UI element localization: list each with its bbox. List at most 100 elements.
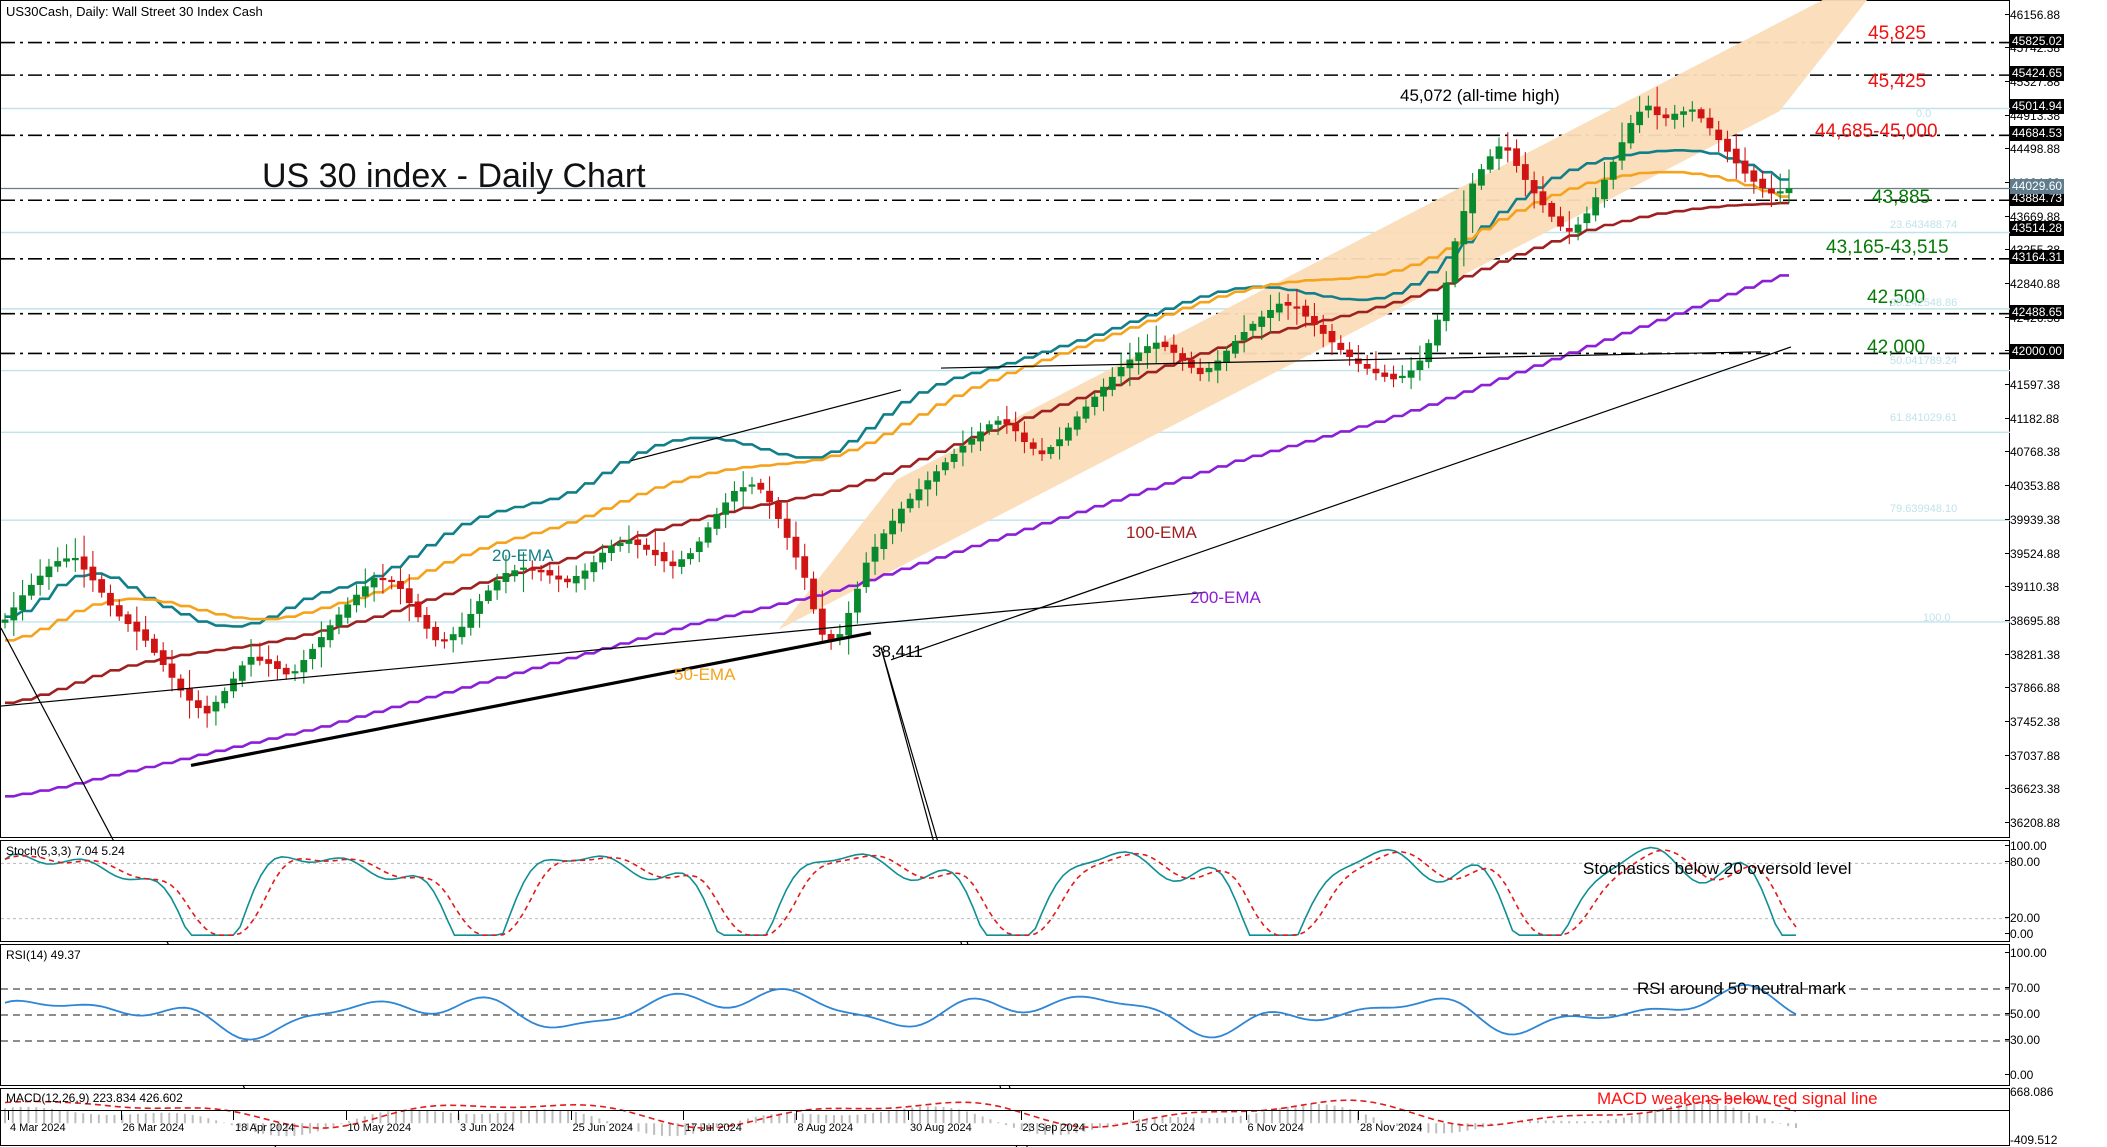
date-axis-tick: [120, 1110, 122, 1120]
price-level-badge[interactable]: 42000.00: [2010, 344, 2065, 359]
price-level-badge[interactable]: 45825.02: [2010, 33, 2065, 49]
date-axis-line: [0, 1110, 2010, 1111]
date-axis-label: 23 Sep 2024: [1022, 1122, 1085, 1134]
swing-low-annotation: 38,411: [872, 642, 923, 661]
price-axis-tick: 44498.88: [2004, 142, 2061, 157]
date-axis-tick: [795, 1110, 797, 1120]
resistance-level-1: 45,825: [1868, 23, 1927, 44]
ema50-label: 50-EMA: [674, 665, 736, 684]
date-axis-tick: [1245, 1110, 1247, 1120]
macd-axis-tick: -409.512: [2010, 1133, 2058, 1147]
price-level-badge[interactable]: 42488.65: [2010, 304, 2065, 320]
fib-label-1: 23.643488.74: [1890, 219, 1958, 231]
date-axis-tick: [683, 1110, 684, 1120]
price-axis[interactable]: 46156.88 45742.38 45327.88 44913.38 44498.88…: [2004, 0, 2107, 838]
resistance-level-3: 44,685-45,000: [1815, 121, 1938, 142]
date-axis-label: 30 Aug 2024: [910, 1122, 972, 1134]
price-axis-tick: 40768.38: [2004, 445, 2061, 460]
fib-label-0: 0.0: [1916, 108, 1932, 120]
stochastics-axis-tick: 0.00: [2004, 927, 2034, 941]
date-axis-label: 10 May 2024: [347, 1122, 412, 1134]
price-level-badge[interactable]: 44684.53: [2010, 126, 2065, 141]
macd-label: MACD(12,26,9) 223.834 426.602: [6, 1091, 183, 1105]
ema200-label: 200-EMA: [1190, 588, 1261, 607]
date-axis-tick: [1358, 1110, 1359, 1120]
macd-axis-tick: 668.086: [2010, 1085, 2054, 1099]
date-axis-label: 17 Jul 2024: [685, 1122, 742, 1134]
rsi-axis-tick: 50.00: [2004, 1007, 2041, 1021]
stochastics-annotation: Stochastics below 20 oversold level: [1583, 859, 1852, 878]
date-axis-label: 15 Oct 2024: [1135, 1122, 1195, 1134]
price-axis-tick: 38695.88: [2004, 613, 2061, 628]
price-axis-tick: 40353.88: [2004, 479, 2061, 494]
price-axis-tick: 36208.88: [2004, 815, 2061, 830]
price-level-badge[interactable]: 43514.28: [2010, 221, 2065, 236]
date-axis-label: 6 Nov 2024: [1247, 1122, 1304, 1134]
price-axis-tick: 37866.88: [2004, 681, 2061, 696]
macd-canvas: [4, 1097, 1797, 1137]
rsi-annotation: RSI around 50 neutral mark: [1637, 979, 1846, 998]
price-axis-tick: 46156.88: [2004, 7, 2061, 22]
rsi-axis-tick: 0.00: [2004, 1068, 2034, 1082]
price-axis-tick: 37452.38: [2004, 714, 2061, 729]
price-axis-tick: 43669.88: [2004, 209, 2061, 224]
date-axis-tick: [1020, 1110, 1022, 1120]
all-time-high-annotation: 45,072 (all-time high): [1400, 86, 1560, 105]
price-axis-tick: 41182.88: [2004, 411, 2060, 426]
rsi-axis-tick: 70.00: [2004, 981, 2041, 995]
rsi-axis-tick: 100.00: [2005, 946, 2047, 960]
macd-annotation: MACD weakens below red signal line: [1597, 1089, 1878, 1108]
ema20-label: 20-EMA: [492, 546, 554, 565]
date-axis-label: 25 Jun 2024: [572, 1122, 634, 1134]
resistance-level-2: 45,425: [1868, 71, 1927, 92]
price-axis-tick: 41597.38: [2004, 378, 2061, 393]
price-axis-tick: 42840.88: [2004, 277, 2061, 292]
date-axis-tick: [908, 1110, 909, 1120]
price-axis-tick: 37037.88: [2004, 748, 2061, 763]
rsi-label: RSI(14) 49.37: [6, 948, 81, 962]
date-axis-tick: [8, 1110, 9, 1120]
stochastics-axis: 100.00 80.00 20.00 0.00: [2004, 839, 2107, 942]
price-axis-tick: 39110.38: [2004, 580, 2060, 595]
rsi-panel[interactable]: [0, 944, 2010, 1086]
date-axis-tick: [233, 1110, 234, 1120]
fib-label-2: 38.242548.86: [1890, 297, 1958, 309]
stochastics-canvas: [1, 846, 2010, 936]
stochastics-panel[interactable]: [0, 840, 2010, 942]
price-level-badge[interactable]: 45014.94: [2010, 99, 2065, 114]
date-axis-tick: [458, 1110, 459, 1120]
stochastics-axis-tick: 80.00: [2004, 855, 2041, 870]
price-axis-tick: 39939.38: [2004, 512, 2061, 527]
rsi-axis: 100.00 70.00 50.00 30.00 0.00: [2004, 944, 2107, 1086]
date-axis-label: 4 Mar 2024: [10, 1122, 66, 1134]
date-axis-label: 28 Nov 2024: [1360, 1122, 1423, 1134]
fib-label-3: 50.041789.24: [1890, 355, 1958, 367]
support-level-1: 43,885: [1872, 187, 1931, 208]
fib-label-4: 61.841029.61: [1890, 412, 1958, 424]
fib-label-6: 100.0: [1923, 612, 1951, 624]
stochastics-axis-tick: 20.00: [2004, 910, 2041, 925]
rsi-axis-tick: 30.00: [2004, 1033, 2041, 1047]
price-level-badge[interactable]: 43164.31: [2010, 249, 2065, 265]
price-level-badge[interactable]: 45424.65: [2010, 66, 2065, 81]
current-price-badge[interactable]: 44029.60: [2010, 179, 2065, 195]
support-level-3: 42,500: [1867, 287, 1926, 308]
support-level-2: 43,165-43,515: [1826, 237, 1949, 258]
stochastics-axis-tick: 100.00: [2005, 839, 2047, 853]
symbol-header: US30Cash, Daily: Wall Street 30 Index Ca…: [6, 4, 263, 19]
macd-axis: 668.086 -409.512: [2010, 1085, 2107, 1147]
price-axis-tick: 36623.38: [2004, 782, 2061, 797]
date-axis-tick: [1133, 1110, 1134, 1120]
price-level-badge[interactable]: 43884.73: [2010, 191, 2065, 206]
ema100-label: 100-EMA: [1126, 523, 1197, 542]
date-axis-tick: [345, 1110, 347, 1120]
price-chart-canvas: [0, 0, 2010, 1147]
page-title: US 30 index - Daily Chart: [262, 157, 646, 195]
date-axis-label: 8 Aug 2024: [797, 1122, 854, 1134]
fib-label-5: 79.639948.10: [1890, 503, 1958, 515]
macd-panel[interactable]: [0, 1088, 2010, 1146]
price-chart-panel[interactable]: [0, 0, 2010, 1147]
price-axis-tick: 39524.88: [2004, 546, 2061, 561]
date-axis-tick: [570, 1110, 572, 1120]
